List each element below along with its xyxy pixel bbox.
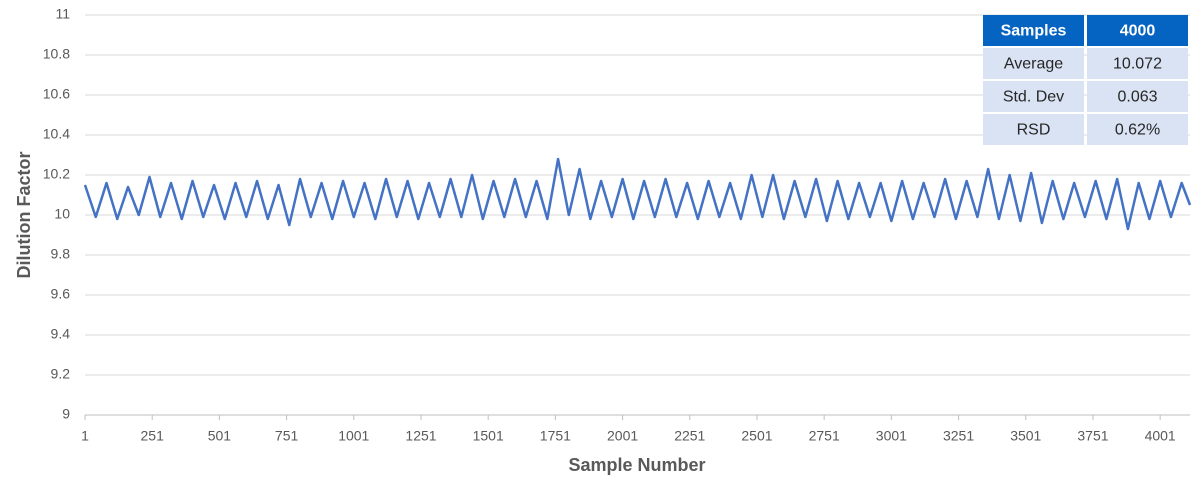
x-tick-label: 2001 bbox=[607, 428, 638, 444]
y-tick-label: 10 bbox=[54, 206, 70, 222]
table-cell bbox=[1087, 48, 1188, 79]
y-tick-label: 11 bbox=[55, 6, 70, 22]
table-header: Samples bbox=[1001, 23, 1067, 40]
x-tick-label: 3501 bbox=[1010, 428, 1041, 444]
x-tick-label: 3751 bbox=[1077, 428, 1108, 444]
x-tick-label: 3251 bbox=[943, 428, 974, 444]
y-tick-label: 9 bbox=[62, 406, 70, 422]
y-tick-label: 10.4 bbox=[43, 126, 70, 142]
x-tick-label: 751 bbox=[275, 428, 299, 444]
table-cell-text: 0.063 bbox=[1117, 89, 1157, 106]
x-tick-label: 1001 bbox=[338, 428, 369, 444]
x-tick-label: 2251 bbox=[674, 428, 705, 444]
table-cell-text: 0.62% bbox=[1115, 122, 1160, 139]
x-tick-label: 1251 bbox=[405, 428, 436, 444]
table-cell-text: RSD bbox=[1017, 122, 1051, 139]
x-tick-label: 4001 bbox=[1145, 428, 1176, 444]
table-cell bbox=[1087, 81, 1188, 112]
table-cell bbox=[1087, 114, 1188, 145]
x-tick-label: 1 bbox=[81, 428, 89, 444]
x-tick-label: 1751 bbox=[540, 428, 571, 444]
y-tick-label: 10.6 bbox=[43, 86, 70, 102]
x-tick-label: 501 bbox=[208, 428, 232, 444]
x-tick-label: 251 bbox=[141, 428, 165, 444]
x-tick-label: 1501 bbox=[473, 428, 504, 444]
y-tick-label: 10.2 bbox=[43, 166, 70, 182]
y-tick-label: 9.2 bbox=[51, 366, 71, 382]
y-tick-label: 9.8 bbox=[51, 246, 71, 262]
table-cell-text: 10.072 bbox=[1113, 56, 1162, 73]
x-axis-title: Sample Number bbox=[568, 455, 705, 475]
table-header-cell bbox=[1087, 15, 1188, 46]
table-header-cell bbox=[983, 15, 1084, 46]
x-tick-label: 3001 bbox=[876, 428, 907, 444]
x-tick-label: 2501 bbox=[741, 428, 772, 444]
y-axis-title: Dilution Factor bbox=[14, 152, 34, 279]
y-tick-label: 10.8 bbox=[43, 46, 70, 62]
table-header: 4000 bbox=[1120, 23, 1156, 40]
y-tick-label: 9.6 bbox=[51, 286, 71, 302]
summary-table: Samples 4000 Average 10.072 Std. Dev 0.063 RSD… bbox=[983, 15, 1188, 145]
table-cell-text: Average bbox=[1004, 56, 1063, 73]
data-line bbox=[83, 157, 1192, 231]
x-tick-label: 2751 bbox=[809, 428, 840, 444]
table-cell bbox=[983, 114, 1084, 145]
table-cell bbox=[983, 81, 1084, 112]
table-cell bbox=[983, 48, 1084, 79]
y-tick-label: 9.4 bbox=[51, 326, 71, 342]
table-cell-text: Std. Dev bbox=[1003, 89, 1064, 106]
